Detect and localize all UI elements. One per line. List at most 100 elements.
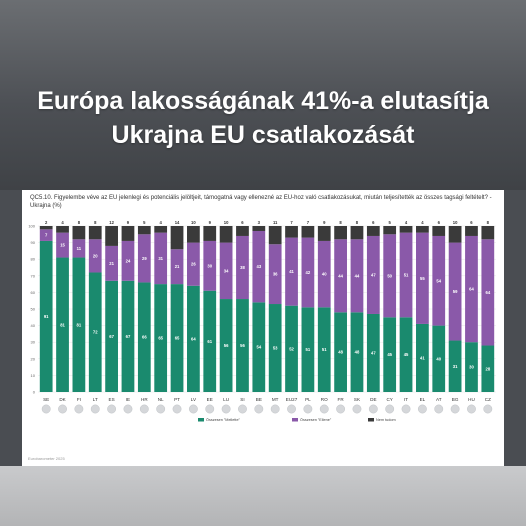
data-label-favour: 81 — [77, 322, 82, 327]
bar-segment-against — [154, 232, 168, 285]
y-tick-label: 10 — [31, 373, 36, 378]
headline-line-1: Európa lakosságának 41%-a elutasítja — [37, 87, 489, 115]
flag-icon — [107, 404, 117, 414]
data-label-dontknow: 8 — [78, 220, 81, 225]
bar-segment-favour — [187, 285, 200, 392]
bar-segment-against — [252, 230, 266, 303]
legend-label: Nem tudom — [376, 418, 396, 422]
data-label-favour: 56 — [224, 343, 229, 348]
data-label-against: 51 — [404, 272, 409, 277]
data-label-favour: 67 — [126, 334, 131, 339]
bar-segment-against — [268, 244, 282, 305]
data-label-against: 44 — [338, 273, 343, 278]
bar-segment-against — [187, 242, 200, 286]
x-tick-label: HU — [468, 397, 475, 402]
x-tick-label: LV — [191, 397, 197, 402]
chart-question: QC5.10. Figyelembe véve az EU jelenlegi … — [30, 195, 492, 209]
data-label-dontknow: 10 — [224, 220, 229, 225]
flag-icon — [123, 404, 133, 414]
x-tick-label: DE — [370, 397, 376, 402]
legend-label: Összesen "Mellette" — [206, 418, 241, 422]
data-label-against: 7 — [45, 233, 48, 238]
bar-segment-against — [399, 232, 413, 318]
data-label-dontknow: 6 — [372, 220, 375, 225]
bar-segment-against — [39, 229, 53, 241]
data-label-dontknow: 7 — [290, 220, 293, 225]
flag-icon — [188, 404, 198, 414]
data-label-against: 41 — [289, 269, 294, 274]
data-label-against: 34 — [224, 268, 229, 273]
flag-icon — [205, 404, 215, 414]
bar-segment-against — [481, 239, 495, 346]
data-label-dontknow: 6 — [438, 220, 441, 225]
bar-segment-favour — [170, 284, 184, 392]
flag-icon — [303, 404, 313, 414]
bar-segment-favour — [219, 299, 233, 392]
bar-segment-dontknow — [137, 226, 151, 235]
data-label-against: 36 — [273, 272, 278, 277]
stacked-bar-chart: 01020304050607080901009172SE81154DK81118… — [28, 220, 496, 422]
flag-icon — [385, 404, 395, 414]
flag-icon — [74, 404, 84, 414]
x-tick-label: SE — [43, 397, 49, 402]
bar-segment-favour — [39, 240, 53, 392]
flag-icon — [90, 404, 100, 414]
bar-segment-favour — [350, 312, 364, 392]
flag-icon — [368, 404, 378, 414]
bar-segment-favour — [366, 313, 380, 392]
flag-icon — [417, 404, 427, 414]
data-label-favour: 66 — [142, 335, 147, 340]
bar-segment-against — [170, 249, 184, 285]
bar-segment-dontknow — [285, 226, 298, 238]
bar-segment-dontknow — [236, 226, 249, 236]
data-label-favour: 64 — [191, 336, 196, 341]
bar-segment-dontknow — [448, 226, 462, 243]
data-label-favour: 65 — [158, 336, 163, 341]
flag-icon — [156, 404, 166, 414]
y-tick-label: 40 — [31, 323, 36, 328]
data-label-dontknow: 4 — [405, 220, 408, 225]
bar-segment-against — [301, 237, 315, 308]
x-tick-label: HR — [141, 397, 148, 402]
bar-segment-favour — [383, 317, 397, 392]
x-tick-label: RO — [321, 397, 328, 402]
bar-segment-against — [448, 242, 462, 341]
bar-segment-favour — [268, 304, 282, 392]
data-label-against: 42 — [306, 270, 311, 275]
bar-segment-dontknow — [432, 226, 446, 236]
data-label-dontknow: 8 — [339, 220, 342, 225]
x-tick-label: CZ — [485, 397, 491, 402]
y-tick-label: 20 — [31, 356, 36, 361]
bar-segment-dontknow — [366, 226, 380, 236]
x-tick-label: PT — [174, 397, 180, 402]
data-label-against: 29 — [142, 256, 147, 261]
x-tick-label: PL — [305, 397, 311, 402]
data-label-favour: 67 — [109, 334, 114, 339]
bar-segment-dontknow — [481, 226, 495, 240]
chart-card: QC5.10. Figyelembe véve az EU jelenlegi … — [22, 190, 504, 466]
bar-segment-dontknow — [187, 226, 200, 243]
bar-segment-against — [72, 239, 86, 258]
bar-segment-dontknow — [121, 226, 135, 241]
x-tick-label: DK — [59, 397, 66, 402]
x-tick-label: EL — [420, 397, 426, 402]
x-tick-label: FI — [77, 397, 81, 402]
data-label-dontknow: 5 — [389, 220, 392, 225]
bar-segment-against — [317, 240, 331, 308]
bar-segment-dontknow — [154, 226, 168, 233]
bar-segment-favour — [465, 342, 478, 392]
flag-icon — [467, 404, 476, 414]
x-tick-label: SK — [354, 397, 361, 402]
bar-segment-dontknow — [268, 226, 282, 245]
data-label-dontknow: 9 — [209, 220, 212, 225]
data-label-against: 47 — [371, 272, 376, 277]
data-label-favour: 56 — [240, 343, 245, 348]
data-label-against: 50 — [387, 273, 392, 278]
data-label-favour: 53 — [273, 346, 278, 351]
bar-segment-dontknow — [105, 226, 118, 246]
bar-segment-dontknow — [334, 226, 347, 240]
data-label-dontknow: 11 — [273, 220, 278, 225]
flag-icon — [139, 404, 149, 414]
bar-segment-dontknow — [203, 226, 217, 241]
data-label-against: 44 — [355, 273, 360, 278]
